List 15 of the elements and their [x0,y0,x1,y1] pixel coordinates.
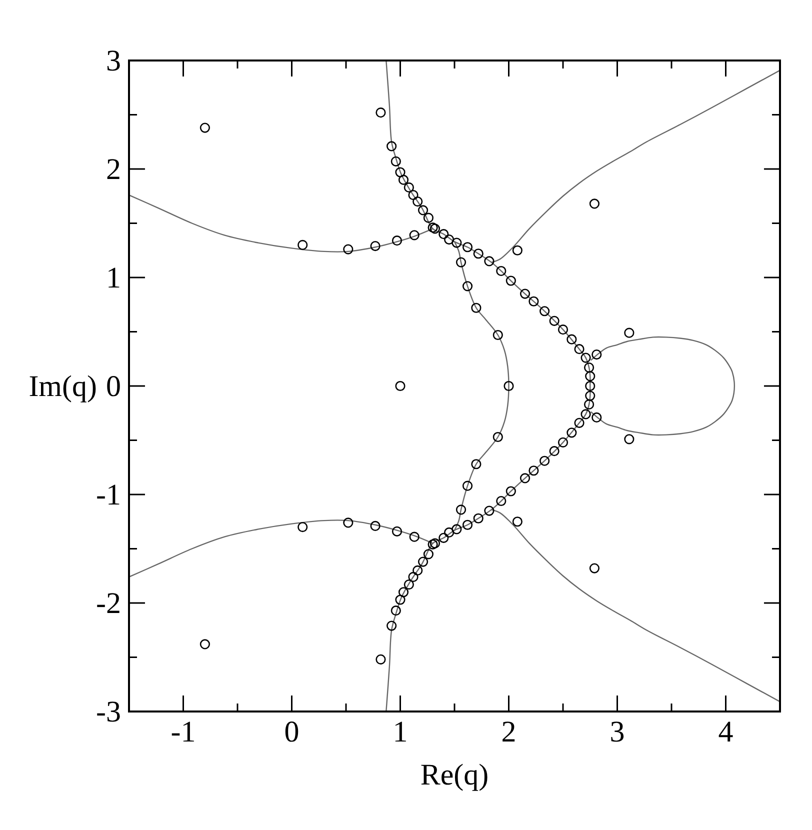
x-tick-label: 3 [610,716,625,748]
y-tick-label: 0 [106,370,121,403]
x-tick-label: 2 [501,716,516,748]
y-tick-label: -1 [96,478,121,512]
x-tick-label: -1 [170,716,196,748]
y-tick-label: -3 [96,696,121,728]
y-tick-label: -2 [96,587,121,620]
x-tick-label: 0 [284,716,300,748]
x-tick-label: 1 [392,716,408,748]
y-tick-label: 2 [106,153,121,186]
x-axis-title: Re(q) [420,758,489,792]
y-tick-label: 1 [106,262,121,294]
y-axis-title: Im(q) [28,370,97,403]
x-tick-label: 4 [718,716,734,748]
y-tick-label: 3 [106,44,121,78]
